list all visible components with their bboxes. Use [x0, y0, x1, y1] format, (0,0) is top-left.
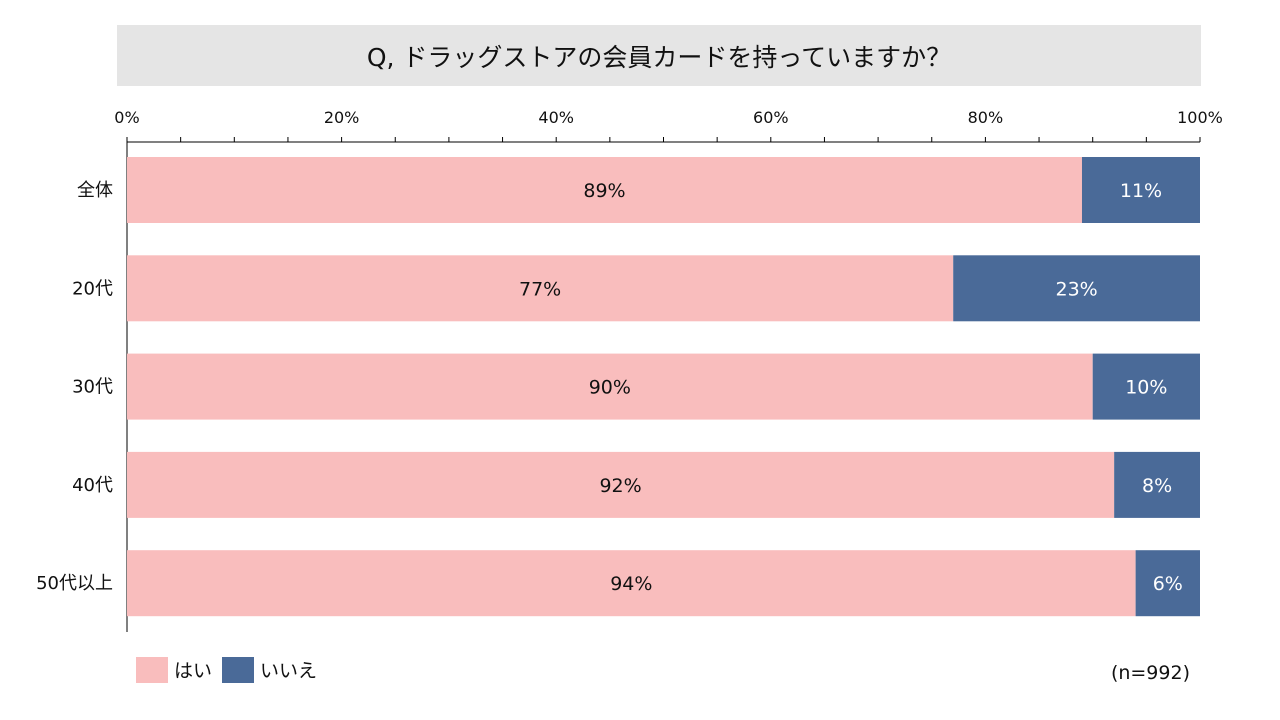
x-tick-label: 20% [324, 108, 360, 127]
data-label-yes: 92% [599, 475, 641, 497]
legend-label-yes: はい [174, 660, 213, 682]
x-tick-label: 40% [538, 108, 574, 127]
category-label: 40代 [72, 475, 113, 496]
category-label: 全体 [77, 180, 113, 201]
data-label-yes: 89% [583, 180, 625, 202]
legend-label-no: いいえ [260, 660, 318, 682]
bar-segment-no [953, 255, 1200, 322]
category-label: 30代 [72, 377, 113, 398]
legend: はい いいえ [136, 656, 327, 683]
legend-swatch-yes [136, 656, 168, 683]
data-label-no: 6% [1153, 573, 1183, 595]
bar-segment-yes [127, 157, 1082, 223]
bar-segment-yes [127, 353, 1093, 420]
data-label-yes: 77% [519, 278, 561, 300]
x-tick-label: 0% [114, 108, 139, 127]
category-label: 50代以上 [36, 573, 113, 594]
sample-size-note: (n=992) [1110, 662, 1190, 684]
bar-segment-no [1092, 353, 1200, 420]
x-tick-label: 80% [968, 108, 1004, 127]
chart-title-box: Q, ドラッグストアの会員カードを持っていますか？ [117, 25, 1201, 86]
bar-segment-yes [127, 550, 1136, 617]
data-label-no: 11% [1120, 180, 1162, 202]
data-label-no: 8% [1142, 475, 1172, 497]
data-label-yes: 90% [589, 377, 631, 399]
legend-item-no: いいえ [222, 656, 317, 683]
x-tick-label: 100% [1177, 108, 1223, 127]
legend-swatch-no [222, 656, 255, 683]
bar-segment-yes [127, 255, 954, 322]
data-label-no: 23% [1055, 278, 1097, 300]
chart-title: Q, ドラッグストアの会員カードを持っていますか？ [366, 42, 952, 72]
bar-segment-yes [127, 451, 1115, 518]
data-label-yes: 94% [610, 573, 652, 595]
bar-segment-no [1135, 550, 1200, 617]
bar-segment-no [1081, 157, 1200, 223]
legend-item-yes: はい [136, 656, 212, 683]
bar-segment-no [1114, 451, 1200, 518]
x-tick-label: 60% [753, 108, 789, 127]
data-label-no: 10% [1125, 377, 1167, 399]
category-label: 20代 [72, 278, 113, 299]
